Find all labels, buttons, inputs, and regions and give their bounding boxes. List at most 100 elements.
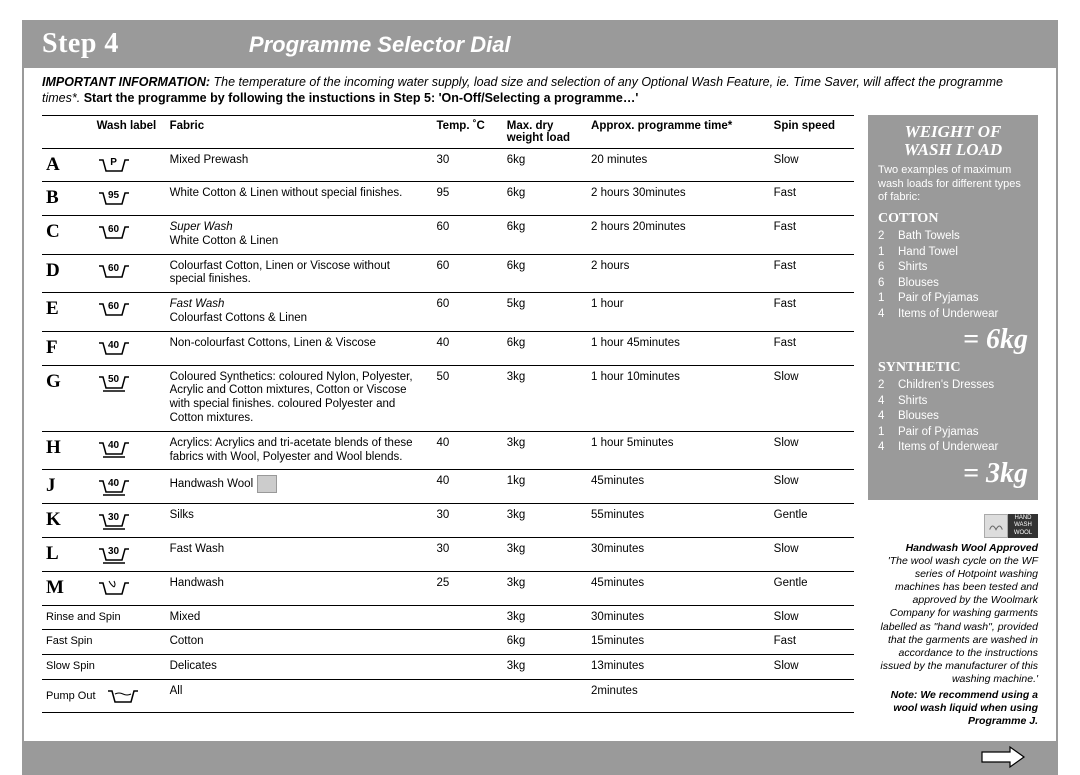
programme-table: Wash label Fabric Temp. ˚C Max. dry weig… [42, 115, 854, 714]
spin-cell: Fast [770, 293, 854, 332]
load-cell: 6kg [503, 148, 587, 182]
item-qty: 6 [878, 260, 890, 276]
item-name: Shirts [898, 260, 927, 276]
table-row: Pump OutAll2minutes [42, 680, 854, 713]
woolmark-icon [257, 475, 277, 493]
fabric-cell: Super WashWhite Cotton & Linen [166, 216, 433, 255]
cotton-total: = 6kg [878, 324, 1028, 356]
item-name: Items of Underwear [898, 440, 998, 456]
load-cell: 3kg [503, 538, 587, 572]
item-name: Children's Dresses [898, 378, 994, 394]
temp-cell: 30 [433, 538, 503, 572]
synthetic-label: SYNTHETIC [878, 360, 1028, 376]
load-item: 2 Children's Dresses [878, 378, 1028, 394]
programme-name: Pump Out [46, 690, 96, 702]
fabric-cell: Non-colourfast Cottons, Linen & Viscose [166, 331, 433, 365]
item-qty: 4 [878, 440, 890, 456]
approved-note: Note: We recommend using a wool wash liq… [868, 689, 1038, 728]
wash-tub-icon: 95 [97, 187, 131, 209]
item-qty: 4 [878, 394, 890, 410]
wash-tub-icon: 60 [97, 221, 131, 243]
cotton-label: COTTON [878, 211, 1028, 227]
header-title: Programme Selector Dial [249, 32, 511, 58]
programme-letter: J [42, 470, 93, 504]
table-row: E 60Fast WashColourfast Cottons & Linen6… [42, 293, 854, 332]
spin-cell: Slow [770, 605, 854, 630]
table-row: B 95White Cotton & Linen without special… [42, 182, 854, 216]
fabric-cell: Handwash Wool [166, 470, 433, 504]
item-qty: 1 [878, 425, 890, 441]
temp-cell: 30 [433, 148, 503, 182]
programme-letter: K [42, 504, 93, 538]
page-frame: Step 4 Programme Selector Dial IMPORTANT… [22, 20, 1058, 775]
load-cell: 6kg [503, 254, 587, 293]
fabric-cell: Fast Wash [166, 538, 433, 572]
programme-letter: A [42, 148, 93, 182]
spin-cell: Fast [770, 331, 854, 365]
spin-cell: Gentle [770, 571, 854, 605]
wash-temp-label: P [97, 157, 131, 169]
col-time: Approx. programme time* [587, 115, 770, 148]
time-cell: 2minutes [587, 680, 770, 713]
fabric-cell: Coloured Synthetics: coloured Nylon, Pol… [166, 365, 433, 431]
time-cell: 1 hour [587, 293, 770, 332]
load-item: 4Shirts [878, 394, 1028, 410]
item-qty: 6 [878, 276, 890, 292]
table-row: Rinse and SpinMixed3kg30minutesSlow [42, 605, 854, 630]
load-cell: 5kg [503, 293, 587, 332]
load-cell: 3kg [503, 431, 587, 470]
col-wash-label: Wash label [93, 115, 166, 148]
time-cell: 1 hour 10minutes [587, 365, 770, 431]
spin-cell: Slow [770, 470, 854, 504]
cotton-items: 2Bath Towels1Hand Towel6Shirts6Blouses1P… [878, 229, 1028, 322]
time-cell: 30minutes [587, 605, 770, 630]
fabric-cell: Mixed [166, 605, 433, 630]
footer-bar [24, 741, 1056, 773]
temp-cell: 40 [433, 331, 503, 365]
item-name: Pair of Pyjamas [898, 425, 979, 441]
wash-tub-icon: 40 [97, 475, 131, 497]
approved-title: Handwash Wool Approved [868, 542, 1038, 555]
sidebar: WEIGHT OF WASH LOAD Two examples of maxi… [868, 115, 1038, 729]
time-cell: 45minutes [587, 571, 770, 605]
fabric-cell: Silks [166, 504, 433, 538]
spin-cell: Fast [770, 182, 854, 216]
wash-tub-icon: 60 [97, 260, 131, 282]
col-spin: Spin speed [770, 115, 854, 148]
time-cell: 30minutes [587, 538, 770, 572]
temp-cell: 95 [433, 182, 503, 216]
woolmark-icon [984, 514, 1008, 538]
approved-body: 'The wool wash cycle on the WF series of… [868, 555, 1038, 686]
programme-letter: B [42, 182, 93, 216]
load-item: 1Hand Towel [878, 245, 1028, 261]
wash-tub-icon: 40 [97, 337, 131, 359]
programme-letter: H [42, 431, 93, 470]
temp-cell [433, 605, 503, 630]
fabric-cell: Fast WashColourfast Cottons & Linen [166, 293, 433, 332]
item-qty: 2 [878, 378, 890, 394]
time-cell: 13minutes [587, 655, 770, 680]
table-row: J 40Handwash Wool401kg45minutesSlow [42, 470, 854, 504]
load-item: 2Bath Towels [878, 229, 1028, 245]
info-label: IMPORTANT INFORMATION: [42, 75, 210, 89]
programme-letter: D [42, 254, 93, 293]
wash-temp-label: 60 [97, 224, 131, 236]
load-item: 6 Shirts [878, 260, 1028, 276]
wash-temp-label: 40 [97, 440, 131, 452]
col-fabric: Fabric [166, 115, 433, 148]
table-row: Fast SpinCotton6kg15minutesFast [42, 630, 854, 655]
header-bar: Step 4 Programme Selector Dial [24, 22, 1056, 68]
item-name: Bath Towels [898, 229, 960, 245]
programme-name: Slow Spin [46, 660, 95, 672]
wash-temp-label: 30 [97, 512, 131, 524]
spin-cell: Slow [770, 431, 854, 470]
load-item: 4 Items of Underwear [878, 440, 1028, 456]
wash-temp-label: 95 [97, 190, 131, 202]
time-cell: 2 hours [587, 254, 770, 293]
temp-cell: 60 [433, 254, 503, 293]
col-temp: Temp. ˚C [433, 115, 503, 148]
wash-tub-icon: 50 [97, 371, 131, 393]
table-row: Slow SpinDelicates3kg13minutesSlow [42, 655, 854, 680]
weight-title-2: WASH LOAD [878, 141, 1028, 160]
programme-name: Fast Spin [46, 635, 92, 647]
